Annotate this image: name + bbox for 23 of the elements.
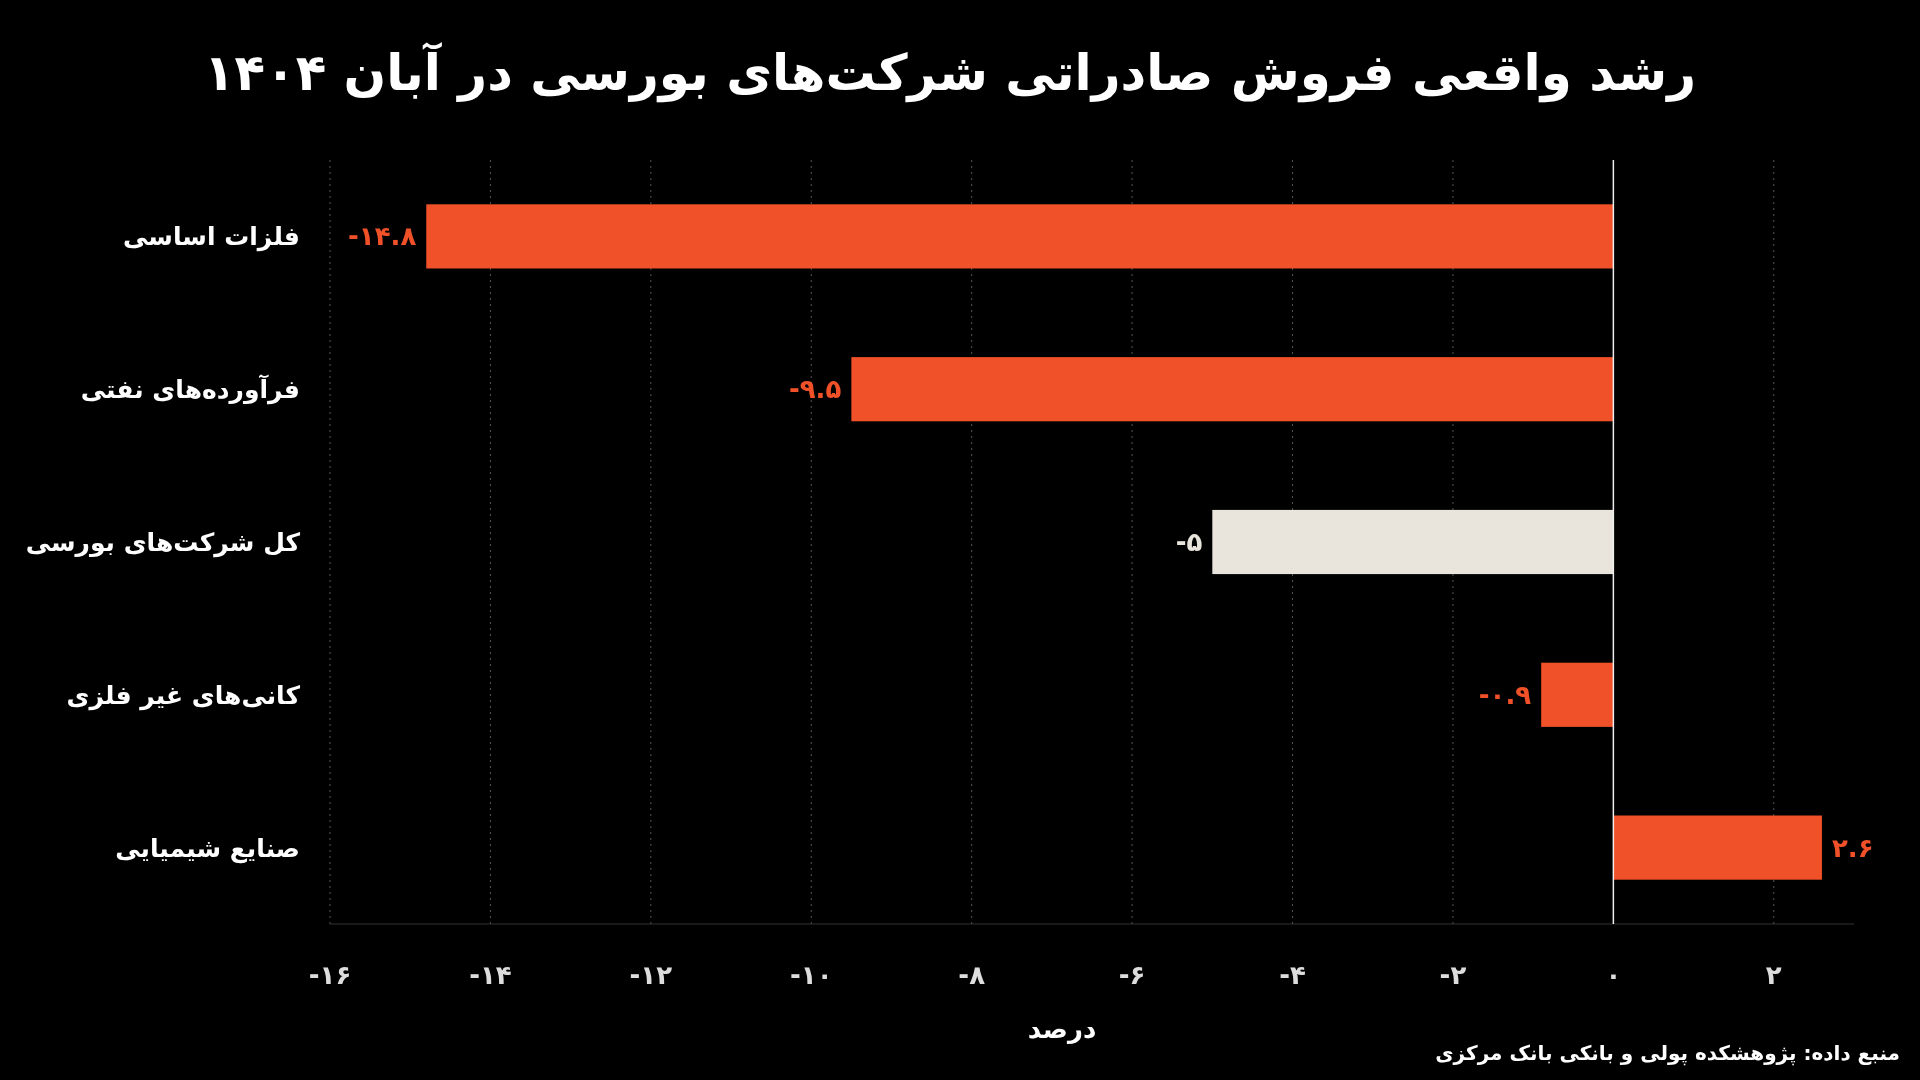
y-tick-label: کانی‌های غیر فلزی bbox=[66, 680, 301, 711]
x-tick-label: -۱۲ bbox=[629, 960, 673, 990]
data-label: -۱۴.۸ bbox=[347, 221, 417, 252]
x-tick-label: ۰ bbox=[1605, 960, 1622, 990]
x-tick-label: -۴ bbox=[1279, 960, 1306, 990]
y-tick-label: کل شرکت‌های بورسی bbox=[25, 528, 301, 558]
y-tick-label: فرآورده‌های نفتی bbox=[80, 374, 300, 406]
x-axis-title: درصد bbox=[1027, 1014, 1097, 1044]
x-tick-label: -۱۴ bbox=[469, 960, 512, 990]
text: منبع داده: پژوهشکده پولی و بانکی بانک مرکزی bbox=[1435, 1041, 1900, 1066]
data-label: -۰.۹ bbox=[1478, 679, 1532, 710]
x-tick-label: -۱۰ bbox=[790, 960, 833, 990]
x-tick-label: -۸ bbox=[958, 960, 986, 990]
x-tick-label: -۶ bbox=[1118, 960, 1146, 990]
data-label: -۹.۵ bbox=[788, 374, 842, 405]
y-tick-label: فلزات اساسی bbox=[123, 222, 300, 253]
chart-title: رشد واقعی فروش صادراتی شرکت‌های بورسی در آبان ۱۴۰۴ bbox=[204, 42, 1696, 103]
y-tick-label: صنایع شیمیایی bbox=[115, 833, 300, 864]
data-label: -۵ bbox=[1175, 527, 1203, 557]
x-tick-label: -۱۶ bbox=[308, 960, 352, 990]
x-tick-label: -۲ bbox=[1439, 960, 1467, 990]
x-tick-label: ۲ bbox=[1765, 960, 1782, 990]
data-label: ۲.۶ bbox=[1831, 832, 1874, 863]
